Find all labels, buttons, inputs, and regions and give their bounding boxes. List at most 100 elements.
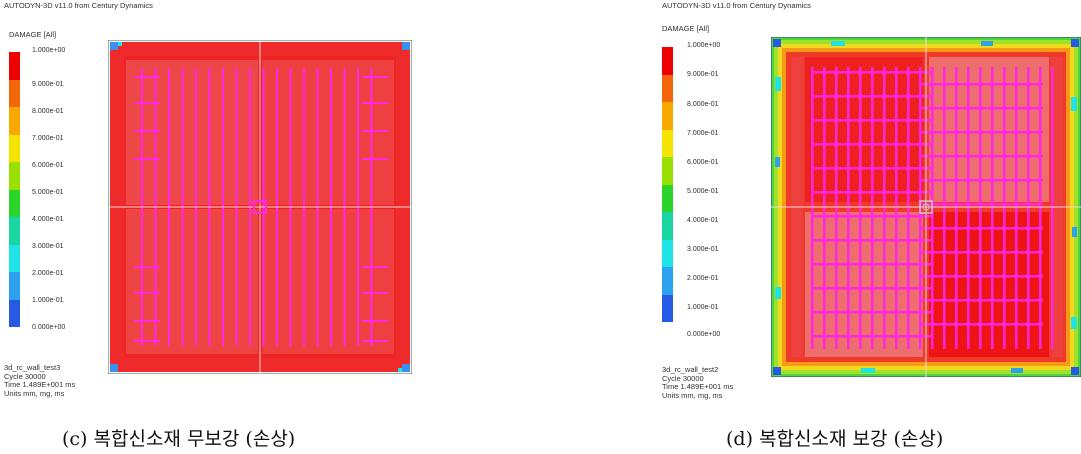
model-name: 3d_rc_wall_test2 bbox=[662, 365, 719, 374]
horizontal-rebar bbox=[921, 107, 1043, 110]
vertical-rebar bbox=[1015, 67, 1018, 349]
legend-tick-label: 7.000e-01 bbox=[32, 135, 64, 142]
horizontal-rebar bbox=[362, 76, 388, 78]
legend-tick-label: 8.000e-01 bbox=[687, 101, 719, 108]
vertical-rebar bbox=[955, 67, 958, 349]
horizontal-rebar bbox=[921, 83, 1043, 86]
legend-band bbox=[9, 162, 20, 190]
model-info: 3d_rc_wall_test2 Cycle 30000 Time 1.489E… bbox=[662, 365, 734, 400]
horizontal-rebar bbox=[811, 239, 931, 242]
legend-tick-label: 9.000e-01 bbox=[687, 71, 719, 78]
legend-tick-label: 1.000e-01 bbox=[687, 304, 719, 311]
horizontal-rebar bbox=[362, 102, 388, 104]
horizontal-rebar bbox=[134, 102, 160, 104]
legend-tick-label: 4.000e-01 bbox=[687, 217, 719, 224]
horizontal-rebar bbox=[811, 119, 931, 122]
horizontal-rebar bbox=[921, 131, 1043, 134]
horizontal-rebar bbox=[811, 311, 931, 314]
legend-tick-label: 8.000e-01 bbox=[32, 108, 64, 115]
horizontal-rebar bbox=[921, 179, 1043, 182]
horizontal-rebar bbox=[362, 320, 388, 322]
time-label: Time 1.489E+001 ms bbox=[4, 380, 76, 389]
vertical-rebar bbox=[871, 67, 874, 349]
legend-title: DAMAGE [All] bbox=[9, 30, 57, 39]
legend-tick-label: 9.000e-01 bbox=[32, 81, 64, 88]
legend-band bbox=[662, 212, 673, 240]
legend-title: DAMAGE [All] bbox=[662, 24, 710, 33]
vertical-rebar bbox=[811, 67, 814, 349]
legend-band bbox=[9, 79, 20, 107]
horizontal-rebar bbox=[134, 266, 160, 268]
horizontal-rebar bbox=[921, 299, 1043, 302]
legend-band bbox=[9, 217, 20, 245]
horizontal-rebar bbox=[811, 143, 931, 146]
legend-band bbox=[9, 107, 20, 135]
software-header: AUTODYN-3D v11.0 from Century Dynamics bbox=[662, 1, 811, 10]
legend-tick-label: 6.000e-01 bbox=[687, 159, 719, 166]
legend-band bbox=[9, 189, 20, 217]
wall-damage-plot bbox=[771, 37, 1081, 377]
legend-band bbox=[662, 47, 673, 75]
software-header: AUTODYN-3D v11.0 from Century Dynamics bbox=[4, 1, 153, 10]
vertical-rebar bbox=[859, 67, 862, 349]
vertical-rebar bbox=[943, 67, 946, 349]
corner-damage-markers bbox=[110, 42, 410, 372]
legend-band bbox=[9, 272, 20, 300]
horizontal-rebar bbox=[921, 251, 1043, 254]
horizontal-rebar bbox=[811, 287, 931, 290]
horizontal-rebar bbox=[811, 263, 931, 266]
horizontal-rebar bbox=[362, 266, 388, 268]
legend-tick-label: 1.000e-01 bbox=[32, 297, 64, 304]
figure-caption: (d) 복합신소재 보강 (손상) bbox=[726, 428, 944, 450]
edge-damage-speckle bbox=[773, 39, 1079, 375]
horizontal-rebar bbox=[811, 215, 931, 218]
horizontal-rebar bbox=[134, 320, 160, 322]
horizontal-rebar bbox=[362, 340, 388, 342]
legend-tick-label: 3.000e-01 bbox=[687, 246, 719, 253]
units-label: Units mm, mg, ms bbox=[662, 390, 723, 400]
vertical-rebar bbox=[895, 67, 898, 349]
model-name: 3d_rc_wall_test3 bbox=[4, 363, 61, 372]
cycle-label: Cycle 30000 bbox=[4, 371, 46, 381]
damage-contour-plot bbox=[771, 37, 1081, 377]
legend-band bbox=[662, 267, 673, 295]
panel-c-unreinforced: AUTODYN-3D v11.0 from Century Dynamics D… bbox=[0, 0, 430, 454]
vertical-rebar bbox=[1003, 67, 1006, 349]
vertical-rebar bbox=[823, 67, 826, 349]
horizontal-rebar bbox=[134, 76, 160, 78]
vertical-rebar bbox=[967, 67, 970, 349]
horizontal-rebar bbox=[134, 130, 160, 132]
figure-caption: (c) 복합신소재 무보강 (손상) bbox=[62, 428, 296, 450]
legend-tick-label: 7.000e-01 bbox=[687, 130, 719, 137]
time-label: Time 1.489E+001 ms bbox=[662, 382, 734, 391]
model-info: 3d_rc_wall_test3 Cycle 30000 Time 1.489E… bbox=[4, 363, 76, 398]
horizontal-rebar bbox=[921, 323, 1043, 326]
legend-band bbox=[9, 244, 20, 272]
vertical-rebar bbox=[907, 67, 910, 349]
vertical-rebar bbox=[979, 67, 982, 349]
legend-tick-label: 1.000e+00 bbox=[32, 47, 66, 54]
center-axis-lines bbox=[771, 37, 1081, 377]
legend-band bbox=[662, 129, 673, 157]
legend-band bbox=[662, 102, 673, 130]
legend-tick-label: 3.000e-01 bbox=[32, 243, 64, 250]
vertical-rebar bbox=[1051, 67, 1054, 349]
center-axis-lines bbox=[108, 40, 412, 374]
legend-band bbox=[662, 294, 673, 322]
horizontal-rebar bbox=[811, 191, 931, 194]
legend-tick-label: 4.000e-01 bbox=[32, 216, 64, 223]
panel-d-reinforced: AUTODYN-3D v11.0 from Century Dynamics D… bbox=[652, 0, 1081, 454]
horizontal-rebar bbox=[134, 340, 160, 342]
wall-damage-plot bbox=[108, 40, 412, 374]
horizontal-rebar bbox=[362, 130, 388, 132]
vertical-rebar bbox=[847, 67, 850, 349]
vertical-rebar bbox=[883, 67, 886, 349]
legend-tick-label: 2.000e-01 bbox=[32, 270, 64, 277]
horizontal-rebar bbox=[921, 203, 1043, 206]
legend-band bbox=[662, 239, 673, 267]
legend-band bbox=[662, 74, 673, 102]
vertical-rebar bbox=[1027, 67, 1030, 349]
horizontal-rebar bbox=[134, 158, 160, 160]
horizontal-rebar bbox=[362, 292, 388, 294]
units-label: Units mm, mg, ms bbox=[4, 388, 65, 398]
